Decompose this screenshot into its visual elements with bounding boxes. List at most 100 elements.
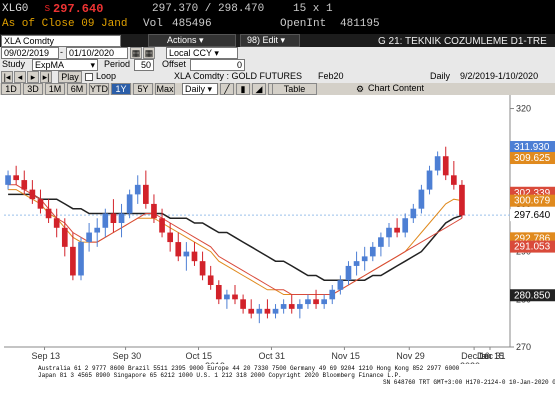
rewind-icon[interactable]: |◂ bbox=[1, 71, 13, 83]
price-tag-label: 297.640 bbox=[514, 210, 551, 221]
last-price: 297.640 bbox=[53, 2, 104, 16]
period-input[interactable]: 50 bbox=[134, 59, 154, 71]
candle-body bbox=[313, 299, 319, 305]
as-of-label: As of Close 09 Jand bbox=[2, 18, 128, 30]
table-button[interactable]: Table bbox=[272, 83, 317, 95]
chart-content-button[interactable]: Chart Content bbox=[368, 83, 425, 93]
line-chart-icon[interactable]: ╱ bbox=[220, 83, 234, 95]
period-max[interactable]: Max bbox=[155, 83, 175, 95]
candle-body bbox=[167, 232, 173, 243]
calendar-icon[interactable]: ▦ bbox=[130, 47, 142, 59]
footer-line-3: SN 648760 TRT GMT+3:00 H170-2124-0 10-Ja… bbox=[383, 379, 555, 386]
step-back-icon[interactable]: ◂ bbox=[14, 71, 26, 83]
period-5y[interactable]: 5Y bbox=[133, 83, 153, 95]
series-line bbox=[8, 193, 463, 281]
calendar-icon[interactable]: ▦ bbox=[143, 47, 155, 59]
candle-body bbox=[337, 280, 344, 290]
frequency-label: Daily bbox=[430, 71, 451, 81]
period-ytd[interactable]: YTD bbox=[89, 83, 109, 95]
candle-body bbox=[272, 308, 279, 314]
candle-body bbox=[418, 189, 425, 209]
gear-icon[interactable]: ⚙ bbox=[356, 84, 365, 94]
area-chart-icon[interactable]: ◢ bbox=[252, 83, 266, 95]
candle-body bbox=[451, 175, 457, 185]
candle-body bbox=[53, 218, 60, 228]
candle-body bbox=[232, 294, 238, 300]
candle-body bbox=[21, 180, 28, 190]
footer-line-2: Japan 81 3 4565 8900 Singapore 65 6212 1… bbox=[38, 372, 402, 379]
x-tick-label: Oct 31 bbox=[258, 351, 285, 361]
frequency-select[interactable]: Daily ▾ bbox=[182, 83, 218, 95]
candle-body bbox=[345, 265, 352, 281]
page-title: G 21: TEKNIK COZUMLEME D1-TRE bbox=[378, 36, 547, 47]
actions-menu[interactable]: Actions ▾ bbox=[148, 34, 236, 47]
candle-body bbox=[288, 304, 295, 309]
candle-body bbox=[37, 199, 44, 209]
y-axis-panel bbox=[510, 95, 555, 367]
bid-ask-range: 297.370 / 298.470 bbox=[152, 3, 265, 15]
frequency-select-label: Daily bbox=[185, 84, 206, 94]
offset-input[interactable]: 0 bbox=[190, 59, 245, 71]
period-1y[interactable]: 1Y bbox=[111, 83, 131, 95]
candle-body bbox=[183, 251, 190, 257]
start-date-field[interactable]: 09/02/2019 bbox=[1, 47, 59, 59]
study-select[interactable]: ExpMA ▾ bbox=[32, 59, 98, 71]
period-1m[interactable]: 1M bbox=[45, 83, 65, 95]
chart-name: XLA Comdty : GOLD FUTURES bbox=[174, 71, 303, 81]
price-tag-label: 300.679 bbox=[514, 196, 551, 207]
price-tag-bg bbox=[510, 209, 555, 222]
price-tag-label: 309.625 bbox=[514, 153, 551, 164]
candle-body bbox=[13, 175, 19, 181]
candle-body bbox=[361, 256, 368, 262]
period-3d[interactable]: 3D bbox=[23, 83, 43, 95]
candle-body bbox=[402, 218, 409, 233]
candle-body bbox=[215, 285, 222, 300]
fast-forward-icon[interactable]: ▸| bbox=[40, 71, 52, 83]
candle-chart-icon[interactable]: ▮ bbox=[236, 83, 250, 95]
x-tick-label: Sep 13 bbox=[32, 351, 61, 361]
price-tag-bg bbox=[510, 141, 555, 154]
actions-label: Actions bbox=[167, 35, 197, 45]
price-tag-label: 302.339 bbox=[514, 188, 551, 199]
candle-body bbox=[159, 218, 165, 233]
candle-body bbox=[329, 289, 336, 300]
open-interest-label: OpenInt bbox=[280, 18, 327, 30]
date-range-label: 9/2/2019-1/10/2020 bbox=[460, 71, 539, 81]
y-tick-label: 270 bbox=[516, 342, 531, 352]
candle-body bbox=[207, 275, 214, 285]
x-tick-label: Nov 29 bbox=[396, 351, 425, 361]
loop-checkbox[interactable] bbox=[85, 73, 93, 81]
period-6m[interactable]: 6M bbox=[67, 83, 87, 95]
date-separator: - bbox=[60, 47, 63, 57]
candle-body bbox=[224, 294, 230, 300]
candle-body bbox=[86, 232, 92, 243]
price-tag-label: 280.850 bbox=[514, 290, 551, 301]
series-line bbox=[8, 184, 463, 295]
step-forward-icon[interactable]: ▸ bbox=[27, 71, 39, 83]
end-date-field[interactable]: 01/10/2020 bbox=[66, 47, 128, 59]
candle-body bbox=[78, 242, 84, 276]
candle-body bbox=[70, 246, 76, 276]
x-tick-label: Sep 30 bbox=[113, 351, 142, 361]
play-button[interactable]: Play bbox=[58, 71, 82, 83]
price-tag-bg bbox=[510, 289, 555, 302]
edit-menu[interactable]: 98) Edit ▾ bbox=[240, 34, 300, 47]
offset-label: Offset bbox=[162, 59, 186, 69]
open-interest-value: 481195 bbox=[340, 18, 380, 30]
loop-label: Loop bbox=[96, 71, 117, 81]
currency-select[interactable]: Local CCY ▾ bbox=[166, 47, 238, 59]
x-tick-label: Oct 15 bbox=[186, 351, 213, 361]
price-tag-bg bbox=[510, 194, 555, 207]
candle-body bbox=[126, 194, 133, 214]
volume-label: Vol bbox=[143, 18, 163, 30]
candle-body bbox=[151, 203, 157, 219]
candle-body bbox=[394, 227, 400, 233]
candle-body bbox=[410, 208, 417, 219]
candle-body bbox=[434, 156, 441, 171]
period-1d[interactable]: 1D bbox=[1, 83, 21, 95]
candle-body bbox=[102, 213, 109, 228]
study-value: ExpMA bbox=[35, 60, 65, 70]
candle-body bbox=[118, 213, 125, 223]
security-field[interactable]: XLA Comdty bbox=[1, 35, 121, 47]
